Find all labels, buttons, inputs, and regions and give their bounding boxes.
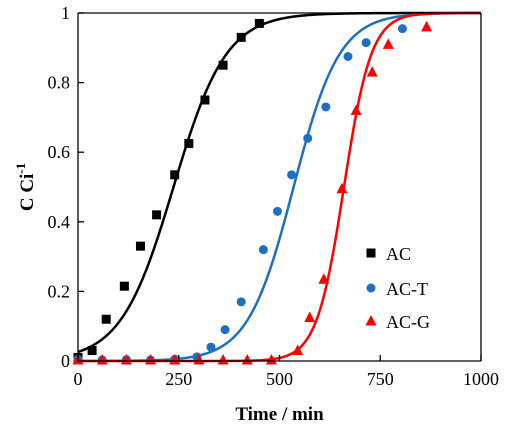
y-tick-label: 0.8 — [48, 73, 71, 93]
data-point-ac-g — [96, 353, 108, 365]
y-axis-title-text: C Ci-1 — [13, 163, 38, 211]
y-tick-label: 0.6 — [48, 142, 71, 162]
data-point-ac-t — [258, 245, 268, 255]
data-point-ac-t — [321, 102, 331, 112]
data-point-ac-t — [303, 133, 313, 143]
legend-marker-ac-g — [365, 315, 377, 326]
data-point-ac — [184, 139, 194, 148]
data-point-ac-g — [318, 273, 330, 284]
y-tick-label: 0.4 — [48, 212, 71, 232]
data-point-ac-g — [366, 66, 378, 77]
data-point-ac-t — [287, 170, 297, 180]
data-point-ac-t — [220, 325, 230, 335]
data-point-ac-g — [169, 353, 181, 365]
data-point-ac — [200, 95, 210, 105]
legend-marker-ac-t — [366, 283, 376, 293]
data-point-ac-g — [193, 353, 205, 365]
data-point-ac-t — [361, 38, 371, 48]
legend-label-ac-t: AC-T — [386, 279, 428, 299]
x-axis-title: Time / min — [235, 404, 324, 425]
data-point-ac-t — [397, 24, 407, 34]
data-point-ac-g — [292, 344, 304, 356]
legend-marker-ac — [366, 248, 376, 258]
data-point-ac — [218, 60, 228, 70]
data-point-ac-g — [217, 353, 229, 365]
data-point-ac — [87, 346, 97, 356]
data-point-ac-t — [206, 342, 216, 352]
x-tick-label: 500 — [266, 369, 293, 389]
data-point-ac-t — [272, 206, 282, 216]
data-point-ac — [135, 241, 145, 251]
data-point-ac-g — [145, 353, 157, 365]
x-tick-label: 1000 — [463, 369, 499, 389]
data-point-ac-g — [265, 353, 277, 365]
series-line-ac-g — [78, 11, 481, 363]
data-point-ac-g — [382, 38, 394, 49]
x-tick-label: 750 — [367, 369, 394, 389]
series-line-ac — [77, 11, 481, 354]
y-tick-label: 0.2 — [48, 281, 71, 301]
legend: AC AC-T AC-G — [365, 244, 430, 332]
y-axis-title-main: C Ci — [17, 174, 38, 211]
data-point-ac-g — [241, 353, 253, 365]
series-line-ac-t — [78, 11, 481, 363]
data-point-ac — [254, 18, 264, 28]
data-point-ac — [101, 314, 111, 324]
data-point-ac-g — [336, 182, 348, 194]
y-tick-label: 0 — [61, 351, 70, 371]
data-point-ac — [236, 32, 246, 42]
data-point-ac-g — [421, 20, 433, 32]
x-tick-label: 0 — [74, 369, 83, 389]
data-point-ac-g — [350, 104, 362, 115]
data-point-ac — [152, 210, 162, 220]
data-point-ac-t — [236, 297, 246, 307]
legend-label-ac-g: AC-G — [386, 312, 430, 332]
y-tick-label: 1 — [61, 3, 70, 23]
plot-area: 0 250 500 750 1000 0 0.2 0.4 0.6 0.8 1 — [48, 3, 500, 389]
legend-label-ac: AC — [386, 244, 411, 264]
y-axis-title-superscript: -1 — [13, 163, 28, 174]
x-tick-label: 250 — [165, 369, 192, 389]
y-axis-title: C Ci-1 — [13, 163, 38, 211]
data-point-ac-g — [304, 311, 316, 322]
data-point-ac — [170, 170, 180, 180]
data-point-ac — [119, 281, 129, 291]
data-point-ac-g — [120, 353, 132, 365]
data-point-ac-t — [343, 52, 353, 61]
